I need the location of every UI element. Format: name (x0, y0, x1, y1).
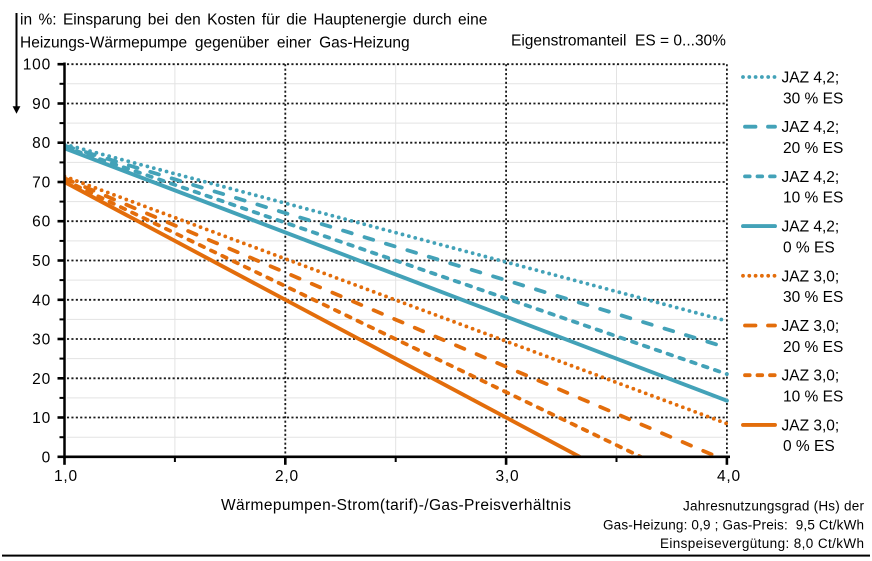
svg-text:20 % ES: 20 % ES (783, 339, 843, 356)
svg-text:3,0: 3,0 (496, 468, 520, 485)
svg-text:4,0: 4,0 (717, 468, 741, 485)
svg-text:70: 70 (32, 175, 51, 192)
svg-text:20: 20 (32, 371, 51, 388)
svg-text:0 % ES: 0 % ES (783, 438, 835, 455)
svg-text:JAZ 4,2;: JAZ 4,2; (782, 169, 840, 186)
svg-text:80: 80 (32, 135, 51, 152)
svg-text:90: 90 (32, 96, 51, 113)
svg-text:40: 40 (32, 292, 51, 309)
svg-text:JAZ 3,0;: JAZ 3,0; (782, 417, 840, 434)
svg-text:50: 50 (32, 253, 51, 270)
svg-text:Wärmepumpen-Strom(tarif)-/Gas-: Wärmepumpen-Strom(tarif)-/Gas-Preisverhä… (221, 497, 571, 514)
svg-text:0: 0 (42, 449, 51, 466)
svg-text:10 % ES: 10 % ES (783, 190, 843, 207)
svg-text:JAZ 4,2;: JAZ 4,2; (782, 219, 840, 236)
svg-text:Jahresnutzungsgrad (Hs) der: Jahresnutzungsgrad (Hs) der (683, 499, 865, 514)
svg-text:30 % ES: 30 % ES (783, 90, 843, 107)
svg-text:2,0: 2,0 (275, 468, 299, 485)
svg-text:JAZ 3,0;: JAZ 3,0; (782, 368, 840, 385)
svg-text:Heizungs-Wärmepumpe gegenüber: Heizungs-Wärmepumpe gegenüber einer Gas-… (20, 34, 410, 51)
svg-text:in %: Einsparung bei den Koste: in %: Einsparung bei den Kosten für die … (20, 11, 487, 28)
svg-text:JAZ 4,2;: JAZ 4,2; (782, 70, 840, 87)
svg-text:JAZ 4,2;: JAZ 4,2; (782, 119, 840, 136)
svg-text:JAZ 3,0;: JAZ 3,0; (782, 268, 840, 285)
svg-text:30 % ES: 30 % ES (783, 289, 843, 306)
svg-text:JAZ 3,0;: JAZ 3,0; (782, 318, 840, 335)
svg-text:20 % ES: 20 % ES (783, 140, 843, 157)
svg-text:Gas-Heizung: 0,9 ; Gas-Preis:: Gas-Heizung: 0,9 ; Gas-Preis: 9,5 Ct/kWh (603, 518, 864, 533)
svg-text:10 % ES: 10 % ES (783, 389, 843, 406)
svg-text:0 % ES: 0 % ES (783, 239, 835, 256)
svg-text:100: 100 (23, 57, 51, 74)
svg-text:1,0: 1,0 (54, 468, 78, 485)
svg-text:10: 10 (32, 410, 51, 427)
svg-text:60: 60 (32, 214, 51, 231)
svg-text:Einspeisevergütung: 8,0 Ct/kWh: Einspeisevergütung: 8,0 Ct/kWh (660, 536, 864, 551)
svg-text:Eigenstromanteil ES = 0...30%: Eigenstromanteil ES = 0...30% (511, 33, 726, 50)
svg-text:30: 30 (32, 332, 51, 349)
